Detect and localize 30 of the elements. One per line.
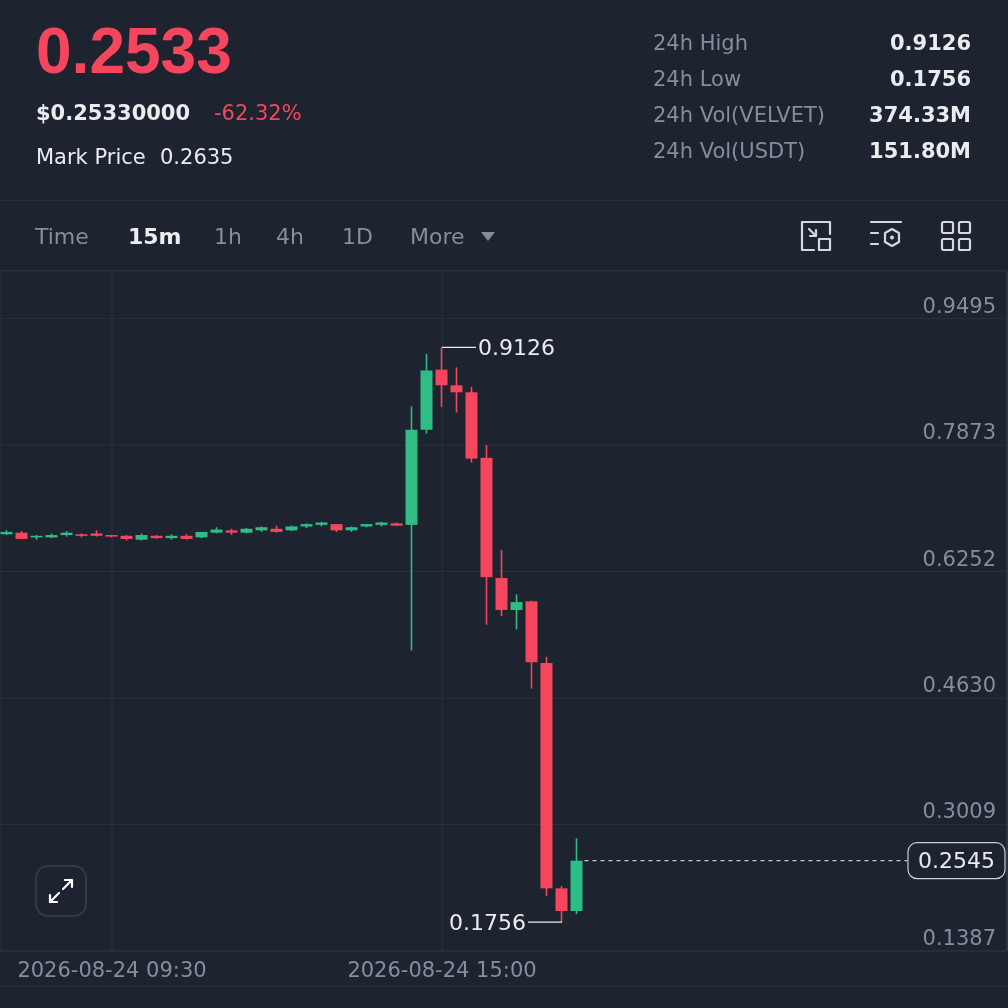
x-tick-label: 2026-08-24 15:00: [347, 958, 537, 982]
y-tick-label: 0.7873: [922, 420, 996, 445]
text: 0.9126: [889, 30, 971, 55]
text: 374.33M: [869, 102, 971, 127]
text: 15m: [128, 224, 182, 249]
text: 4h: [276, 224, 304, 249]
text: Time: [35, 224, 89, 249]
text: 1h: [214, 224, 242, 249]
text: 0.2533: [36, 15, 232, 87]
text: 24h Vol(VELVET): [653, 102, 825, 127]
text: 1D: [342, 224, 373, 249]
annotation: 0.9126: [478, 334, 555, 360]
y-tick-label: 0.3009: [922, 799, 996, 824]
y-tick-label: 0.4630: [922, 673, 996, 698]
text: Mark Price: [36, 144, 146, 169]
text: 0.1756: [889, 66, 971, 91]
y-tick-label: 0.1387: [922, 926, 996, 950]
annotation: 0.1756: [449, 909, 526, 935]
ref-line-label: 0.2545: [918, 848, 995, 874]
text: -62.32%: [214, 100, 302, 125]
text: 151.80M: [869, 138, 971, 163]
y-tick-label: 0.9495: [922, 293, 996, 318]
text: More: [410, 224, 465, 249]
text: 24h Vol(USDT): [653, 138, 806, 163]
text: 24h Low: [653, 66, 742, 91]
text: 0.2635: [160, 144, 234, 169]
text: 24h High: [653, 30, 748, 55]
x-tick-label: 2026-08-24 09:30: [17, 958, 207, 982]
text: $0.25330000: [36, 100, 191, 125]
y-tick-label: 0.6252: [922, 546, 996, 571]
